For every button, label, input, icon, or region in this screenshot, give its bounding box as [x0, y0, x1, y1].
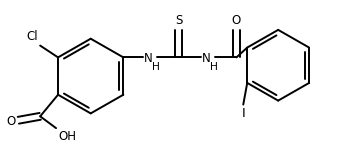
Text: N: N	[144, 52, 153, 65]
Text: O: O	[232, 14, 241, 27]
Text: N: N	[202, 52, 210, 65]
Text: I: I	[241, 107, 245, 121]
Text: H: H	[210, 62, 218, 72]
Text: Cl: Cl	[27, 30, 38, 43]
Text: H: H	[152, 62, 160, 72]
Text: O: O	[6, 115, 15, 128]
Text: OH: OH	[58, 130, 76, 143]
Text: S: S	[175, 14, 183, 27]
